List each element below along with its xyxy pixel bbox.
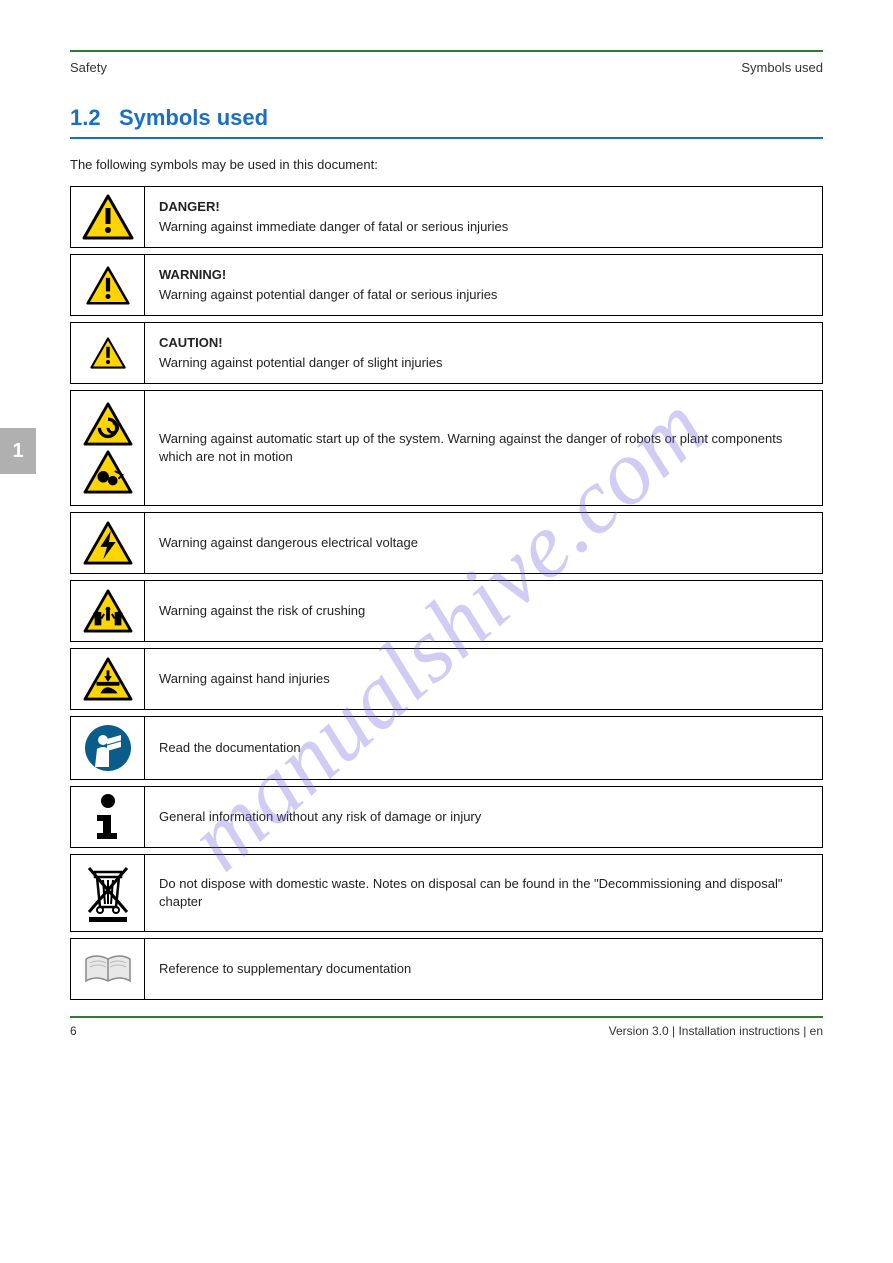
row-desc: General information without any risk of … [159, 808, 808, 826]
header-left: Safety [70, 60, 107, 75]
row-desc: Warning against potential danger of slig… [159, 354, 808, 372]
symbols-table: DANGER! Warning against immediate danger… [70, 186, 823, 1000]
table-row: Read the documentation [70, 716, 823, 780]
warning-triangle-icon [86, 266, 130, 305]
footer-version: Version 3.0 | Installation instructions … [609, 1024, 823, 1038]
read-manual-icon [83, 723, 133, 773]
row-desc: Warning against hand injuries [159, 670, 808, 688]
section-title-text: Symbols used [119, 105, 268, 130]
text-cell: Warning against dangerous electrical vol… [145, 513, 822, 573]
table-row: DANGER! Warning against immediate danger… [70, 186, 823, 248]
header-right: Symbols used [741, 60, 823, 75]
table-row: General information without any risk of … [70, 786, 823, 848]
auto-startup-icon [83, 402, 133, 446]
page: Safety Symbols used 1.2 Symbols used The… [0, 0, 893, 1068]
row-desc: Warning against dangerous electrical vol… [159, 534, 808, 552]
row-desc: Warning against immediate danger of fata… [159, 218, 808, 236]
top-rule [70, 50, 823, 52]
icon-cell [71, 855, 145, 931]
text-cell: DANGER! Warning against immediate danger… [145, 187, 822, 247]
row-desc: Read the documentation [159, 739, 808, 757]
open-book-icon [82, 951, 134, 987]
icon-cell [71, 717, 145, 779]
high-voltage-icon [83, 521, 133, 565]
info-icon [91, 793, 125, 841]
text-cell: Read the documentation [145, 717, 822, 779]
table-row: Warning against dangerous electrical vol… [70, 512, 823, 574]
row-label: DANGER! [159, 198, 808, 216]
text-cell: Warning against hand injuries [145, 649, 822, 709]
table-row: Warning against automatic start up of th… [70, 390, 823, 506]
icon-cell [71, 787, 145, 847]
text-cell: Warning against automatic start up of th… [145, 391, 822, 505]
weee-bin-icon [83, 862, 133, 924]
icon-cell [71, 323, 145, 383]
icon-cell [71, 187, 145, 247]
row-desc: Warning against the risk of crushing [159, 602, 808, 620]
section-rule [70, 137, 823, 139]
text-cell: Do not dispose with domestic waste. Note… [145, 855, 822, 931]
section-title: 1.2 Symbols used [70, 105, 823, 131]
bottom-rule [70, 1016, 823, 1018]
crushing-hazard-icon [83, 589, 133, 633]
hand-injury-icon [83, 657, 133, 701]
warning-triangle-icon [90, 337, 126, 369]
text-cell: Warning against the risk of crushing [145, 581, 822, 641]
icon-cell [71, 513, 145, 573]
icon-cell [71, 581, 145, 641]
icon-cell [71, 939, 145, 999]
row-desc: Reference to supplementary documentation [159, 960, 808, 978]
footer-page-number: 6 [70, 1024, 77, 1038]
text-cell: WARNING! Warning against potential dange… [145, 255, 822, 315]
row-desc: Warning against automatic start up of th… [159, 430, 808, 465]
icon-cell [71, 255, 145, 315]
text-cell: Reference to supplementary documentation [145, 939, 822, 999]
row-label: WARNING! [159, 266, 808, 284]
table-row: Warning against hand injuries [70, 648, 823, 710]
text-cell: CAUTION! Warning against potential dange… [145, 323, 822, 383]
header-row: Safety Symbols used [70, 60, 823, 75]
table-row: CAUTION! Warning against potential dange… [70, 322, 823, 384]
table-row: Reference to supplementary documentation [70, 938, 823, 1000]
text-cell: General information without any risk of … [145, 787, 822, 847]
footer-row: 6 Version 3.0 | Installation instruction… [70, 1024, 823, 1038]
table-row: Warning against the risk of crushing [70, 580, 823, 642]
row-label: CAUTION! [159, 334, 808, 352]
icon-cell [71, 391, 145, 505]
table-row: WARNING! Warning against potential dange… [70, 254, 823, 316]
table-row: Do not dispose with domestic waste. Note… [70, 854, 823, 932]
row-desc: Warning against potential danger of fata… [159, 286, 808, 304]
section-intro: The following symbols may be used in thi… [70, 157, 823, 172]
icon-cell [71, 649, 145, 709]
row-desc: Do not dispose with domestic waste. Note… [159, 875, 808, 910]
section-number: 1.2 [70, 105, 101, 130]
warning-triangle-icon [82, 194, 134, 240]
robot-motion-icon [83, 450, 133, 494]
